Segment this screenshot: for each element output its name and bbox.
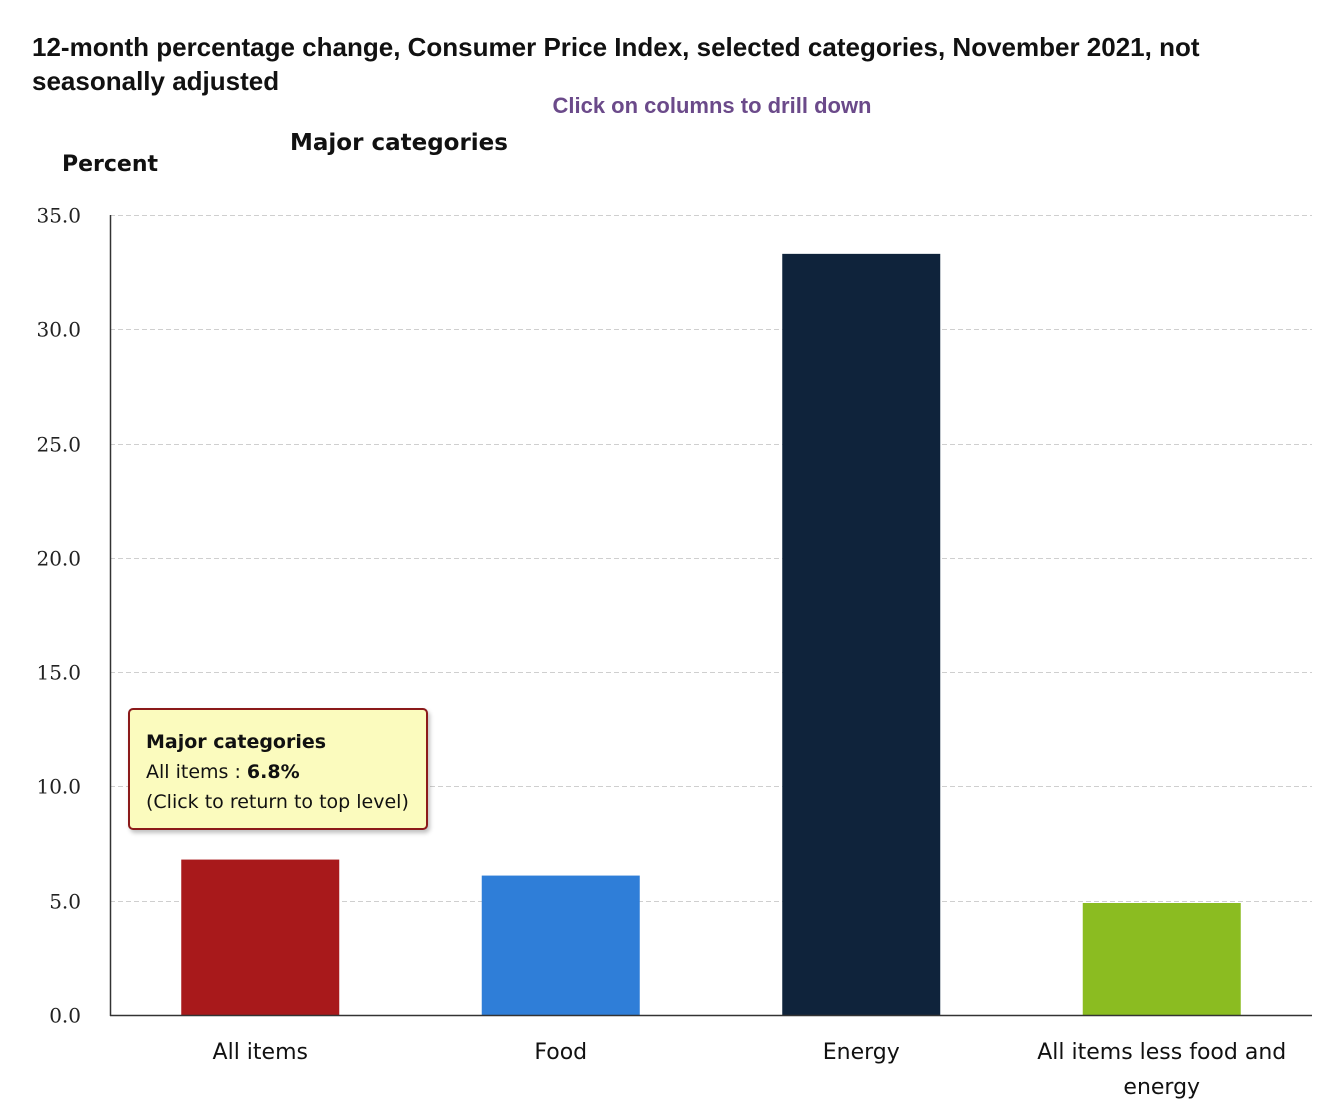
chart-title: 12-month percentage change, Consumer Pri… (32, 32, 1200, 96)
y-tick-label: 0.0 (49, 1004, 81, 1028)
bars (181, 253, 1241, 1015)
y-tick-label: 35.0 (36, 204, 81, 228)
bar[interactable] (1082, 903, 1241, 1015)
bar[interactable] (181, 859, 340, 1015)
x-tick-label: Energy (823, 1040, 900, 1065)
y-tick-label: 10.0 (36, 775, 81, 799)
x-tick-label-line: All items less food and (1037, 1040, 1286, 1065)
tooltip-separator: : (228, 761, 247, 783)
x-axis-ticks: All items Food Energy All items less food a… (213, 1040, 1287, 1100)
tooltip-title: Major categories (146, 731, 327, 753)
y-tick-label: 20.0 (36, 547, 81, 571)
tooltip-value: 6.8% (246, 761, 300, 783)
x-tick-label-line: Energy (823, 1040, 900, 1065)
x-tick-label: All items (213, 1040, 308, 1065)
bar[interactable] (782, 253, 941, 1015)
drill-down-hint: Click on columns to drill down (552, 93, 872, 118)
x-tick-label-line: All items (213, 1040, 308, 1065)
tooltip-label: All items (146, 761, 229, 783)
x-tick-label-line: Food (534, 1040, 587, 1065)
y-tick-label: 25.0 (36, 433, 81, 457)
y-tick-label: 30.0 (36, 318, 81, 342)
chart-subtitle[interactable]: Major categories (290, 130, 508, 156)
y-axis-label: Percent (62, 152, 159, 177)
x-tick-label: All items less food and energy (1037, 1040, 1286, 1100)
x-tick-label: Food (534, 1040, 587, 1065)
x-tick-label-line: energy (1123, 1075, 1200, 1100)
y-tick-label: 15.0 (36, 661, 81, 685)
y-axis-ticks: 0.0 5.0 10.0 15.0 20.0 25.0 30.0 35.0 (36, 204, 81, 1028)
tooltip-value-line: All items : 6.8% (146, 757, 426, 787)
tooltip[interactable]: Major categories All items : 6.8% (Click… (128, 708, 428, 830)
tooltip-note: (Click to return to top level) (146, 791, 409, 813)
y-tick-label: 5.0 (49, 890, 81, 914)
bar[interactable] (481, 875, 640, 1015)
